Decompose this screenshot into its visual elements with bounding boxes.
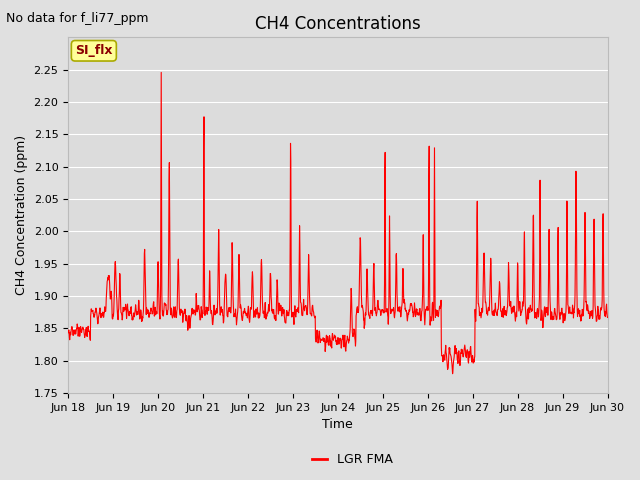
X-axis label: Time: Time	[323, 419, 353, 432]
Legend: LGR FMA: LGR FMA	[307, 448, 397, 471]
Text: SI_flx: SI_flx	[75, 44, 113, 57]
Title: CH4 Concentrations: CH4 Concentrations	[255, 15, 420, 33]
Y-axis label: CH4 Concentration (ppm): CH4 Concentration (ppm)	[15, 135, 28, 295]
Text: No data for f_li77_ppm: No data for f_li77_ppm	[6, 12, 149, 25]
